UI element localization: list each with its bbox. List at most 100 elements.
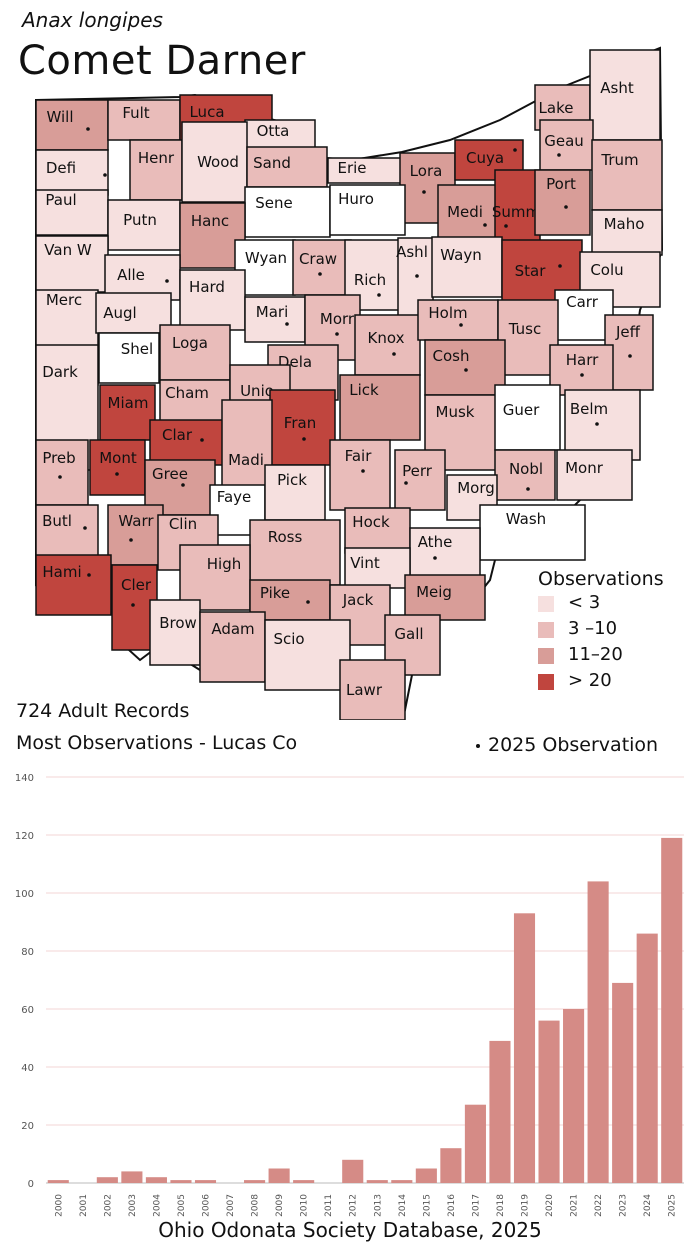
county-label: Ashl — [396, 243, 428, 261]
county-label: Jack — [342, 591, 374, 609]
county-label: Lick — [349, 381, 379, 399]
county-label: Tusc — [508, 320, 541, 338]
bar-2003 — [121, 1171, 143, 1183]
legend-title: Observations — [538, 568, 664, 590]
county-hanc: Hanc — [179, 202, 246, 269]
ohio-county-map: Will Fult Luca Otta Lake Asht Defi Henr Wood Sand… — [35, 46, 664, 720]
x-tick-label: 2012 — [349, 1194, 359, 1217]
county-maho: Maho — [591, 209, 663, 256]
county-label: Cosh — [433, 347, 470, 365]
county-lawr: Lawr — [339, 659, 406, 720]
county-label: Alle — [117, 266, 145, 284]
source-caption: Ohio Odonata Society Database, 2025 — [158, 1218, 542, 1242]
county-label: Holm — [428, 304, 467, 322]
x-tick-label: 2001 — [79, 1194, 89, 1217]
county-label: Musk — [436, 403, 475, 421]
county-label: Pike — [260, 584, 290, 602]
county-label: Faye — [217, 488, 252, 506]
observation-2025-dot — [103, 173, 107, 177]
county-defi: Defi — [35, 149, 109, 196]
observation-2025-dot — [558, 264, 562, 268]
county-pick: Pick — [264, 464, 326, 521]
county-label: Butl — [42, 512, 72, 530]
county-holm: Holm — [417, 299, 499, 341]
county-label: Geau — [544, 132, 584, 150]
county-label: Colu — [590, 261, 623, 279]
county-label: Summ — [492, 203, 540, 221]
county-clar: Clar — [149, 419, 226, 466]
county-miam: Miam — [99, 384, 156, 441]
y-tick-label: 120 — [15, 831, 34, 842]
x-tick-label: 2016 — [447, 1194, 457, 1217]
county-label: Lawr — [346, 681, 383, 699]
bar-2004 — [145, 1177, 167, 1183]
observation-2025-dot — [483, 223, 487, 227]
x-tick-label: 2006 — [202, 1194, 212, 1217]
county-carr: Carr — [554, 289, 614, 341]
county-label: Scio — [273, 630, 304, 648]
bar-2013 — [366, 1180, 388, 1183]
bar-2009 — [268, 1168, 290, 1183]
county-label: Merc — [46, 291, 82, 309]
county-label: Augl — [103, 304, 136, 322]
observation-key: 2025 Observation — [476, 734, 658, 756]
legend-row: < 3 — [530, 590, 690, 616]
observation-2025-dot — [129, 538, 133, 542]
legend-swatch — [538, 648, 554, 664]
legend-row: 3 –10 — [530, 616, 690, 642]
county-label: Huro — [338, 190, 374, 208]
observation-2025-dot — [87, 573, 91, 577]
legend-row: 11–20 — [530, 642, 690, 668]
county-label: Harr — [566, 351, 599, 369]
y-tick-label: 60 — [21, 1005, 34, 1016]
x-tick-label: 2020 — [545, 1194, 555, 1217]
county-wash: Wash — [479, 504, 586, 561]
bar-2018 — [489, 1040, 511, 1183]
county-label: Hard — [189, 278, 225, 296]
county-madi: Madi — [221, 399, 273, 496]
county-label: Putn — [123, 211, 157, 229]
county-will: Will — [35, 99, 109, 151]
county-label: Adam — [211, 620, 254, 638]
bar-2019 — [513, 913, 536, 1183]
y-tick-label: 140 — [15, 773, 34, 784]
county-label: Wood — [197, 153, 239, 171]
county-augl: Augl — [95, 292, 172, 334]
county-knox: Knox — [354, 314, 421, 376]
map-legend: Observations < 3 3 –10 11–20 > 20 — [530, 568, 690, 694]
county-guer: Guer — [494, 384, 561, 451]
x-tick-label: 2005 — [177, 1194, 187, 1217]
y-tick-label: 80 — [21, 947, 34, 958]
county-geau: Geau — [539, 119, 594, 171]
observation-key-label: 2025 Observation — [488, 734, 659, 756]
county-nobl: Nobl — [494, 449, 556, 501]
observation-2025-dot — [415, 274, 419, 278]
county-label: Port — [546, 175, 576, 193]
x-tick-label: 2015 — [422, 1194, 432, 1217]
bar-2021 — [563, 1009, 585, 1183]
county-label: Craw — [299, 250, 337, 268]
county-label: Rich — [354, 271, 386, 289]
observation-dot-icon — [476, 743, 480, 748]
county-fair: Fair — [329, 439, 391, 511]
county-label: Nobl — [509, 460, 543, 478]
observation-2025-dot — [285, 322, 289, 326]
county-label: Trum — [600, 151, 638, 169]
x-tick-label: 2011 — [324, 1194, 334, 1217]
observation-2025-dot — [361, 469, 365, 473]
county-van-w: Van W — [35, 235, 109, 293]
county-adam: Adam — [199, 611, 266, 683]
county-label: Pick — [277, 471, 307, 489]
county-belm: Belm — [564, 389, 641, 461]
x-tick-label: 2000 — [54, 1194, 64, 1217]
bar-2006 — [194, 1180, 217, 1183]
observation-2025-dot — [58, 475, 62, 479]
county-asht: Asht — [589, 49, 661, 141]
county-label: Hanc — [191, 212, 229, 230]
bar-2000 — [47, 1180, 69, 1183]
county-mari: Mari — [244, 296, 306, 343]
observation-2025-dot — [564, 205, 568, 209]
county-label: Sene — [255, 194, 293, 212]
bar-2012 — [342, 1159, 364, 1183]
bar-2014 — [391, 1180, 413, 1183]
